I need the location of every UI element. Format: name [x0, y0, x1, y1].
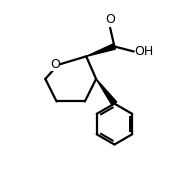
- Text: O: O: [50, 58, 60, 71]
- Text: O: O: [105, 13, 115, 26]
- Polygon shape: [96, 79, 117, 105]
- Text: OH: OH: [135, 45, 154, 58]
- Polygon shape: [86, 44, 115, 56]
